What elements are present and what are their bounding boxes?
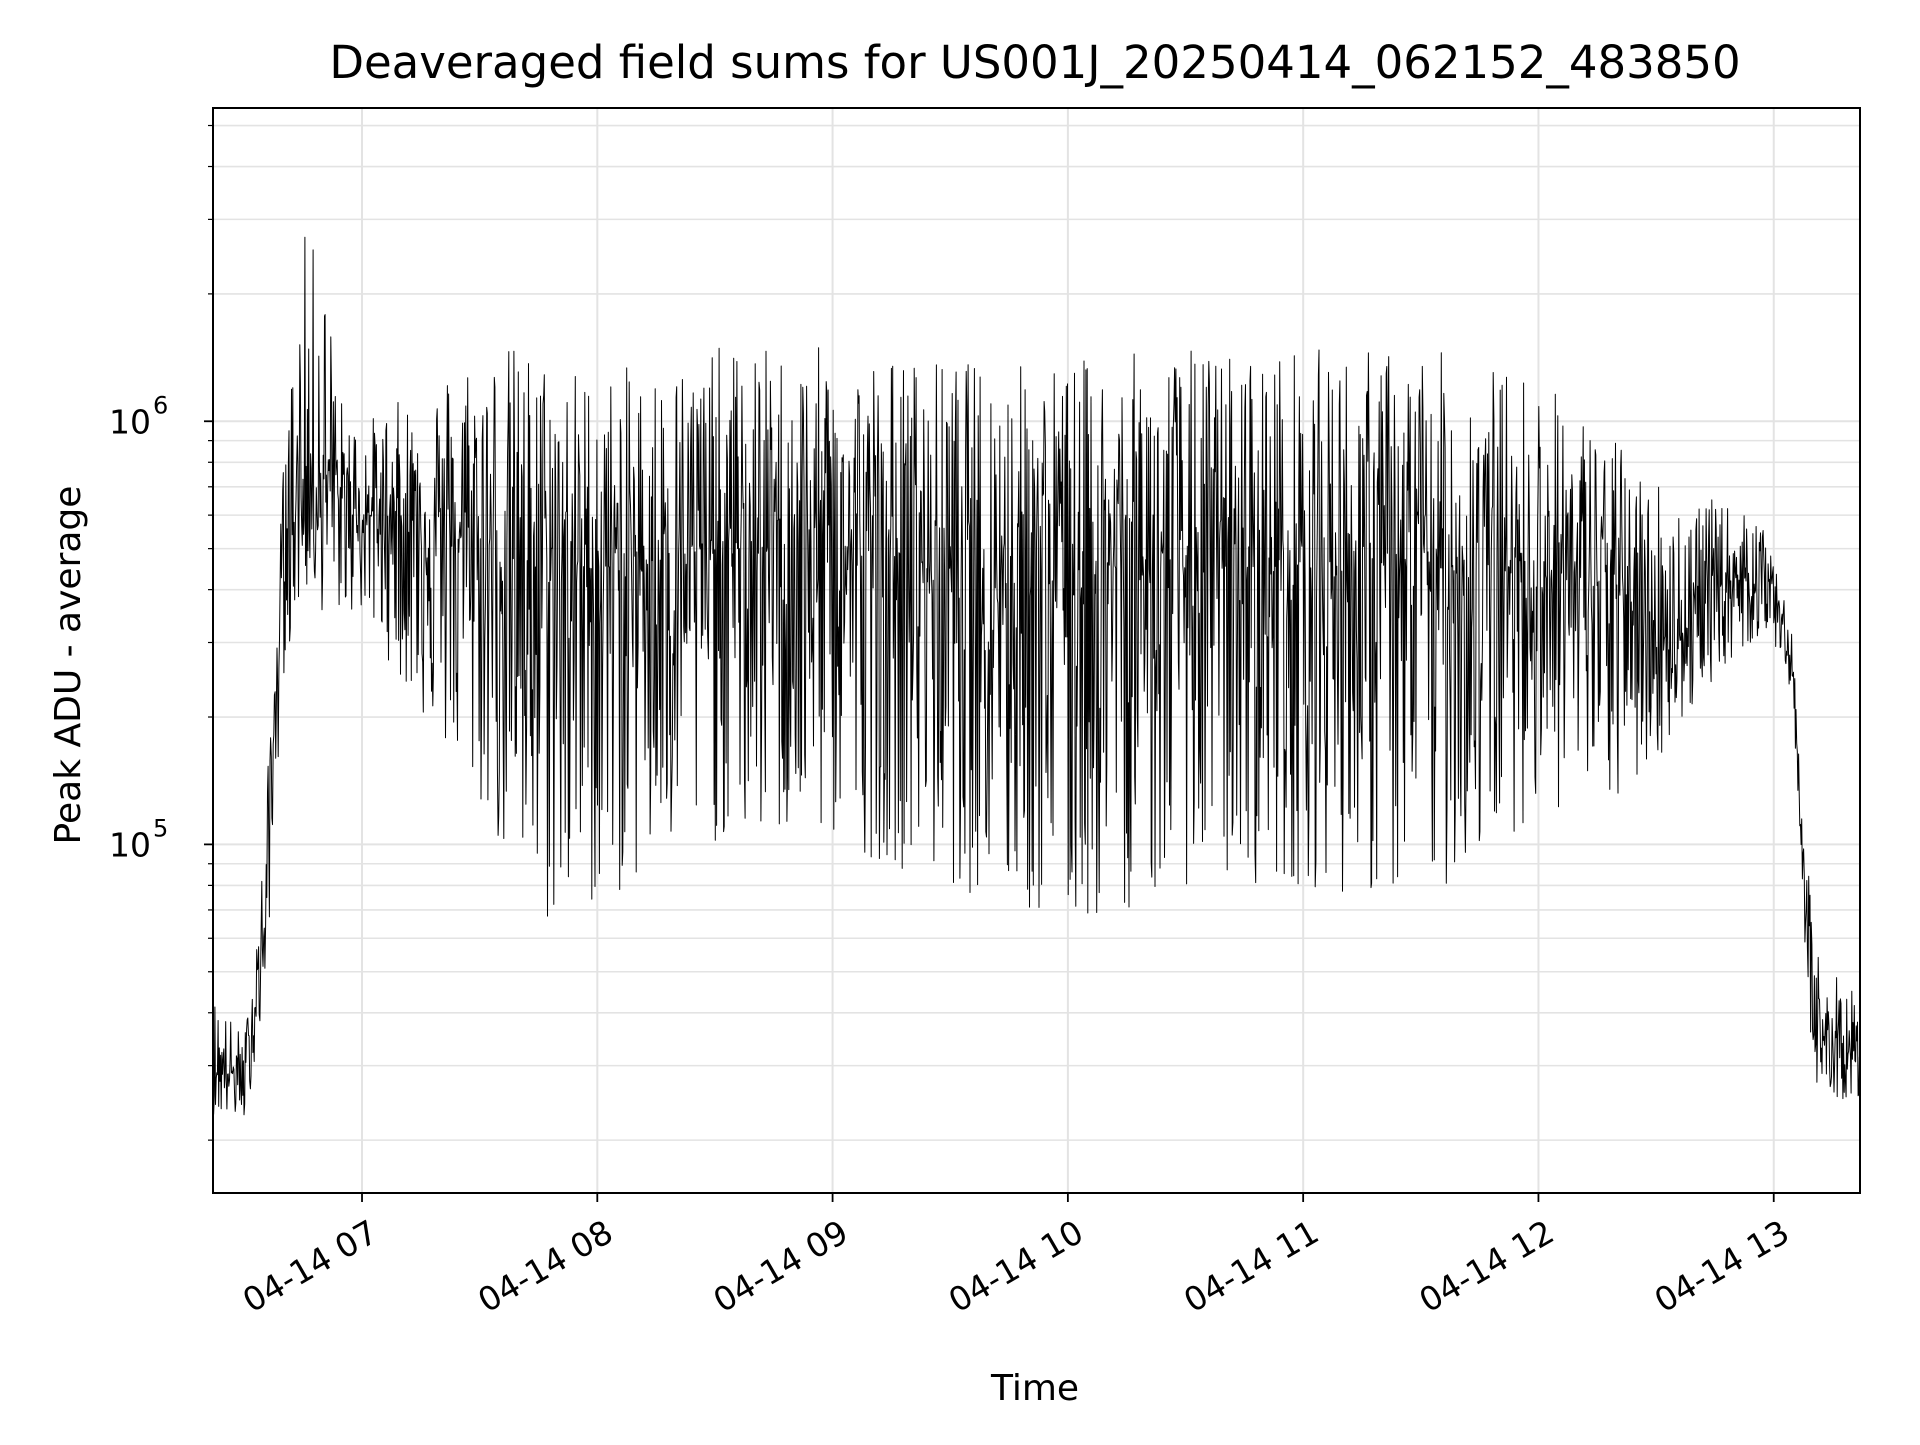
series-line — [212, 236, 1861, 1116]
series-layer — [212, 236, 1861, 1116]
plot-frame — [212, 107, 1861, 1194]
y-tick-label: 10 — [109, 402, 151, 441]
y-tick-label: 10 — [109, 825, 151, 864]
x-axis-label: Time — [990, 1368, 1079, 1409]
chart-title: Deaveraged field sums for US001J_2025041… — [329, 36, 1740, 89]
y-tick-label-exponent: 5 — [153, 814, 168, 842]
y-tick-label-exponent: 6 — [153, 391, 168, 419]
y-axis-label: Peak ADU - average — [48, 486, 89, 845]
